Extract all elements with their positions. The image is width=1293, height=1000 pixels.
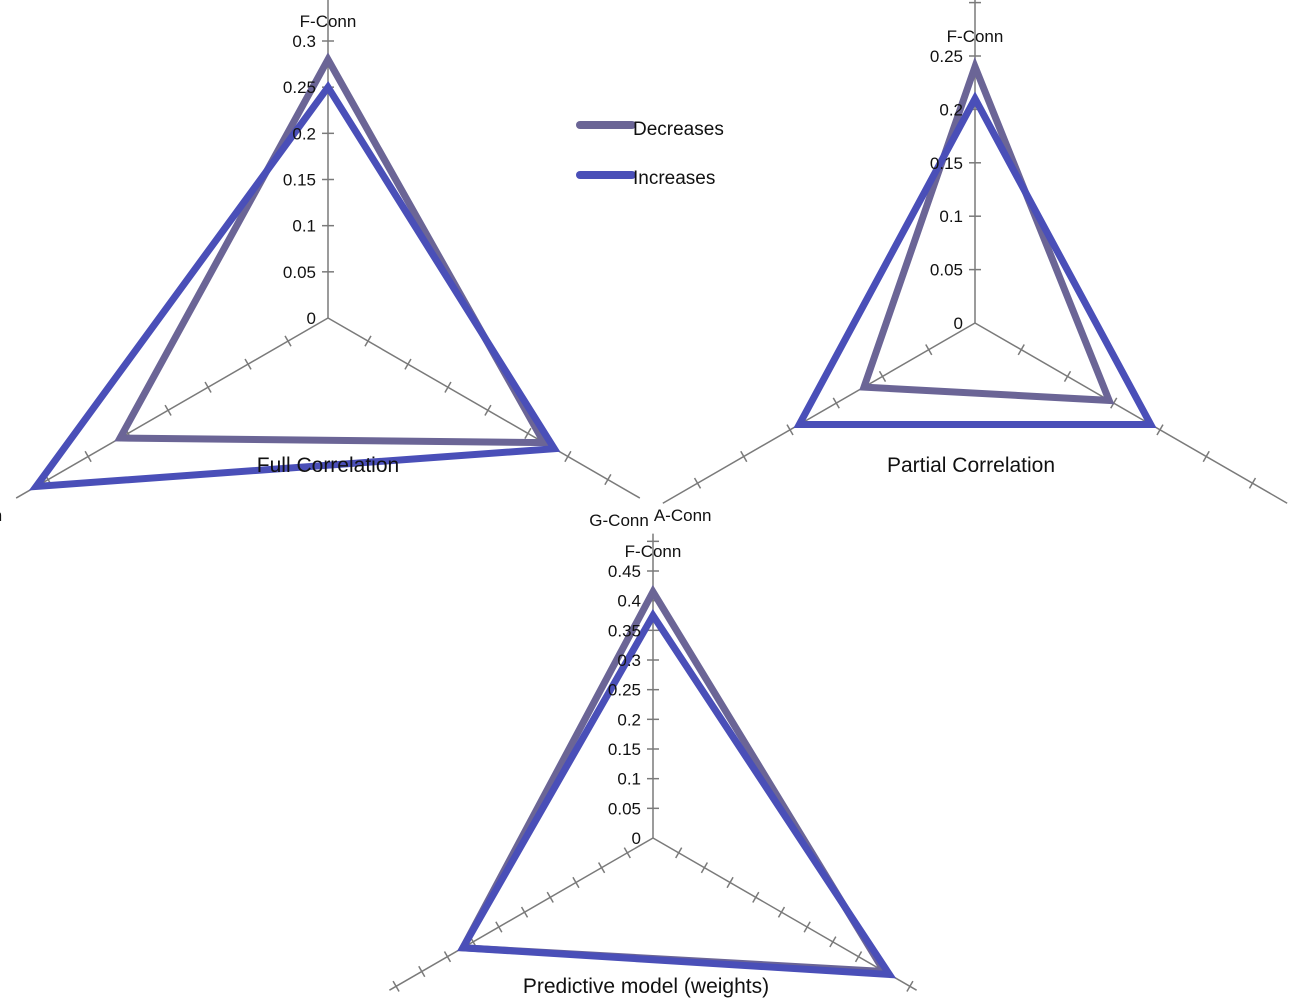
legend-item-increases: Increases [576, 168, 715, 189]
axis-tick-mark [854, 951, 863, 963]
axis-tick-mark [572, 876, 580, 889]
tick-label: 0 [307, 309, 316, 328]
axis-tick-mark [1017, 344, 1025, 356]
axis-tick-mark [777, 906, 786, 918]
axis-tick-mark [546, 891, 554, 903]
tick-label: 0.05 [930, 261, 963, 280]
axis-tick-mark [418, 965, 426, 978]
axis-tick-mark [495, 921, 503, 933]
tick-label: 0.2 [939, 100, 963, 119]
axis-label-f-conn: F-Conn [300, 12, 357, 31]
tick-label: 0.05 [283, 263, 316, 282]
axis-tick-mark [604, 474, 612, 486]
tick-label: 0.1 [617, 770, 641, 789]
radar-chart-partial-correlation: 0 0.05 0.1 0.15 0.2 0.25F-Conn A-Conn G-Conn Pa… [589, 0, 1288, 530]
axis-label-f-conn: F-Conn [947, 27, 1004, 46]
tick-label: 0.25 [930, 47, 963, 66]
axis-tick-mark [726, 876, 734, 889]
legend: Decreases Increases [576, 119, 724, 189]
axis-tick-mark [752, 891, 760, 903]
axis-tick-mark [829, 936, 837, 948]
axis-line-g-conn [389, 837, 654, 991]
tick-label: 0 [954, 314, 963, 333]
legend-item-decreases: Decreases [576, 119, 724, 140]
axis-tick-mark [520, 906, 529, 918]
axis-tick-mark [404, 358, 412, 370]
tick-label: 0.25 [608, 681, 641, 700]
series-decreases [114, 52, 550, 447]
axis-tick-mark [484, 404, 492, 416]
axis-tick-mark [1156, 424, 1164, 436]
axis-tick-mark [832, 397, 840, 409]
axis-tick-mark [803, 921, 811, 933]
axis-tick-mark [925, 344, 933, 356]
axis-tick-mark [786, 424, 794, 436]
series-decreases [859, 56, 1115, 405]
axis-label-a-conn: A-Conn [931, 998, 989, 1000]
axis-tick-mark [443, 951, 452, 963]
axis-tick-mark [244, 358, 252, 370]
axis-tick-mark [623, 847, 631, 859]
tick-label: 0.05 [608, 799, 641, 818]
axis-tick-mark [597, 862, 606, 874]
tick-label: 0.2 [617, 710, 641, 729]
tick-label: 0.15 [930, 154, 963, 173]
axis-tick-mark [693, 477, 702, 489]
chart-title: Full Correlation [257, 454, 399, 477]
axis-line-a-conn [652, 837, 917, 991]
tick-label: 0.3 [617, 651, 641, 670]
legend-label: Decreases [633, 119, 724, 140]
axis-tick-mark [392, 980, 400, 992]
axis-label-a-conn: A-Conn [654, 506, 712, 525]
legend-label: Increases [633, 168, 715, 189]
axis-line-a-conn [974, 322, 1288, 504]
axis-line-g-conn [662, 322, 976, 504]
series-increases [793, 91, 1157, 428]
axis-tick-mark [906, 980, 914, 992]
tick-label: 0.1 [292, 217, 316, 236]
tick-label: 0.4 [617, 592, 641, 611]
tick-label: 0.15 [608, 740, 641, 759]
axis-tick-mark [675, 847, 683, 859]
axis-tick-mark [524, 427, 532, 439]
axis-label-g-conn: G-Conn [0, 506, 2, 525]
axis-line-g-conn [15, 317, 329, 499]
tick-label: 0.35 [608, 621, 641, 640]
tick-label: 0.1 [939, 207, 963, 226]
axis-label-f-conn: F-Conn [625, 542, 682, 561]
tick-label: 0.3 [292, 32, 316, 51]
axis-tick-mark [204, 381, 212, 393]
axis-tick-mark [164, 404, 172, 416]
axis-tick-mark [444, 381, 452, 393]
radar-chart-predictive-model: 0 0.05 0.1 0.15 0.2 0.25 0.3 0.35 0.4 0.45F-Conn A… [316, 533, 989, 1000]
chart-title: Predictive model (weights) [523, 975, 769, 998]
radar-chart-full-correlation: 0 0.05 0.1 0.15 0.2 0.25 0.3F-Conn A-Conn G-Conn… [0, 0, 711, 525]
axis-tick-mark [740, 450, 748, 463]
axis-tick-mark [1248, 477, 1257, 489]
tick-label: 0 [632, 829, 641, 848]
axis-tick-mark [364, 335, 372, 347]
axis-tick-mark [564, 450, 572, 463]
axis-tick-mark [284, 335, 292, 347]
series-increases [457, 608, 897, 979]
tick-label: 0.25 [283, 78, 316, 97]
chart-title: Partial Correlation [887, 454, 1055, 477]
axis-tick-mark [878, 370, 887, 382]
axis-label-g-conn: G-Conn [589, 511, 649, 530]
axis-tick-mark [1202, 450, 1210, 463]
tick-label: 0.15 [283, 171, 316, 190]
axis-tick-mark [84, 450, 92, 463]
tick-label: 0.2 [292, 124, 316, 143]
axis-line-a-conn [327, 317, 641, 499]
axis-label-g-conn: G-Conn [316, 998, 376, 1000]
axis-tick-mark [1063, 370, 1072, 382]
tick-label: 0.45 [608, 562, 641, 581]
axis-tick-mark [700, 862, 709, 874]
series-increases [28, 80, 561, 491]
